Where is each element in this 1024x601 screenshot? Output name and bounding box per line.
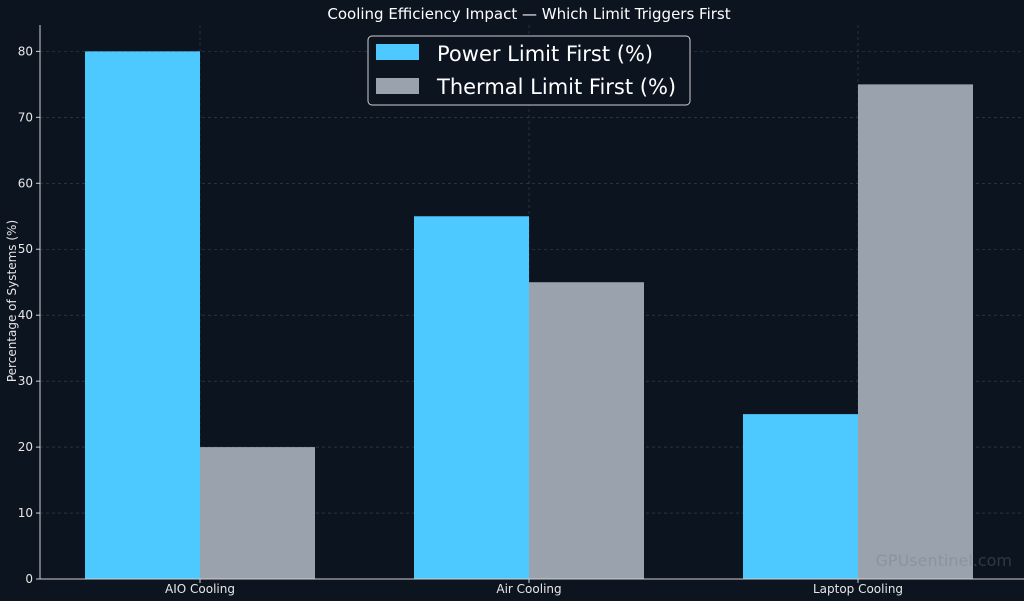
bars [85, 51, 973, 579]
y-tick-label: 30 [18, 374, 33, 388]
x-tick-label: Air Cooling [496, 582, 561, 596]
legend: Power Limit First (%) Thermal Limit Firs… [367, 35, 691, 106]
bar-thermal-1 [529, 282, 644, 579]
legend-label-power: Power Limit First (%) [437, 42, 653, 66]
bar-thermal-0 [200, 447, 315, 579]
y-tick-label: 50 [18, 242, 33, 256]
watermark-text: GPUsentinel.com [876, 551, 1012, 570]
y-axis-label: Percentage of Systems (%) [5, 220, 19, 382]
y-tick-label: 10 [18, 506, 33, 520]
chart-title: Cooling Efficiency Impact — Which Limit … [327, 5, 730, 23]
y-tick-label: 70 [18, 110, 33, 124]
bar-power-1 [414, 216, 529, 579]
bar-power-2 [743, 414, 858, 579]
y-tick-label: 60 [18, 176, 33, 190]
legend-swatch-power [376, 44, 419, 60]
y-tick-label: 80 [18, 44, 33, 58]
y-tick-label: 20 [18, 440, 33, 454]
legend-swatch-thermal [376, 78, 419, 94]
ticks: 0 10 20 30 40 50 60 70 80 AIO Cooling Air Cooling L… [18, 44, 903, 596]
bar-power-0 [85, 51, 200, 579]
x-tick-label: Laptop Cooling [813, 582, 903, 596]
x-tick-label: AIO Cooling [165, 582, 235, 596]
y-tick-label: 0 [25, 572, 33, 586]
legend-box [367, 35, 691, 106]
y-tick-label: 40 [18, 308, 33, 322]
bar-thermal-2 [858, 84, 973, 579]
legend-label-thermal: Thermal Limit First (%) [436, 75, 676, 99]
